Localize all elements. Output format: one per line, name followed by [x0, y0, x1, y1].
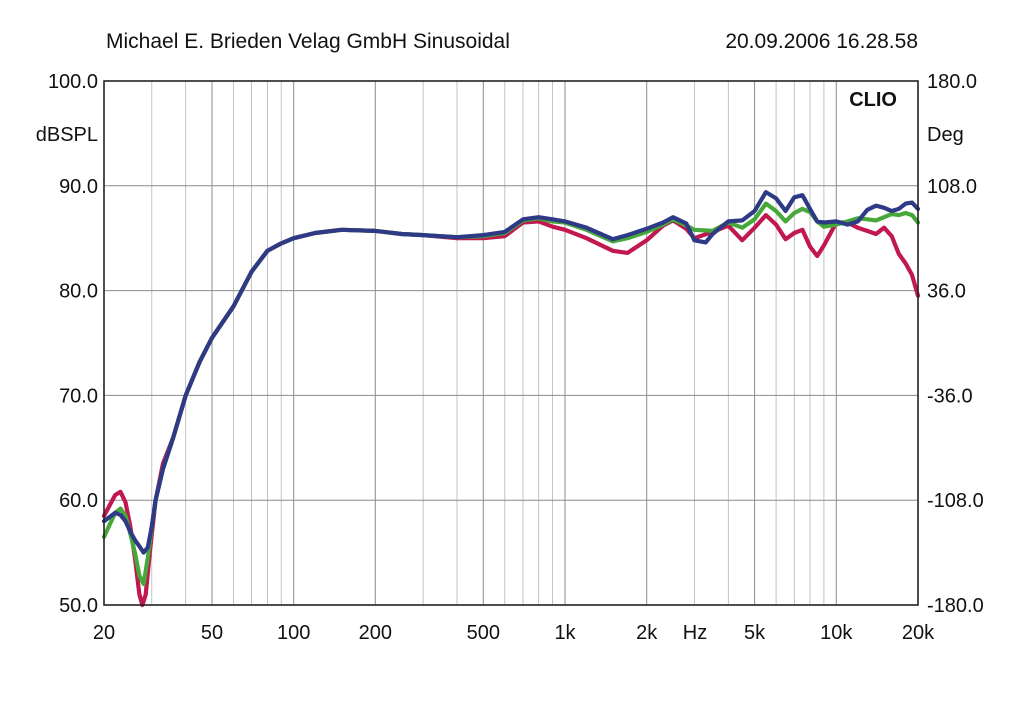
y-axis-label-right: Deg	[927, 124, 964, 146]
brand-label: CLIO	[849, 89, 897, 111]
y-tick-label-right: 180.0	[927, 71, 977, 93]
y-axis-label: dBSPL	[36, 124, 98, 146]
series-line-2	[101, 201, 921, 587]
y-tick-label-right: 36.0	[927, 281, 966, 303]
y-tick-label-right: 108.0	[927, 176, 977, 198]
plot-frame	[103, 80, 919, 606]
y-tick-label: 80.0	[59, 281, 98, 303]
series-line-3	[101, 190, 921, 555]
x-tick-label: 2k	[636, 622, 658, 644]
x-tick-label: 20	[93, 622, 115, 644]
x-tick-label: 50	[201, 622, 223, 644]
x-tick-label: 1k	[554, 622, 576, 644]
y-tick-label: 50.0	[59, 595, 98, 617]
y-tick-label-right: -36.0	[927, 385, 973, 407]
series-group	[101, 190, 921, 608]
y-tick-label: 70.0	[59, 385, 98, 407]
series-line-1	[101, 213, 921, 608]
header-datetime: 20.09.2006 16.28.58	[725, 30, 918, 53]
x-tick-label: 500	[467, 622, 500, 644]
y-tick-label: 60.0	[59, 490, 98, 512]
x-unit-label: Hz	[683, 622, 707, 644]
x-tick-label: 100	[277, 622, 310, 644]
y-tick-label-right: -180.0	[927, 595, 984, 617]
y-tick-label: 100.0	[48, 71, 98, 93]
x-tick-label: 200	[359, 622, 392, 644]
y-tick-label-right: -108.0	[927, 490, 984, 512]
y-tick-label: 90.0	[59, 176, 98, 198]
x-tick-label: 20k	[902, 622, 935, 644]
tick-labels: 20 50 100 200 500 1k 2k 5k 10k 20k 100.0 90.0 80.0 70…	[48, 71, 984, 644]
x-tick-label: 5k	[744, 622, 766, 644]
header-title: Michael E. Brieden Velag GmbH Sinusoidal	[106, 30, 510, 53]
x-tick-label: 10k	[820, 622, 853, 644]
grid	[104, 81, 918, 605]
